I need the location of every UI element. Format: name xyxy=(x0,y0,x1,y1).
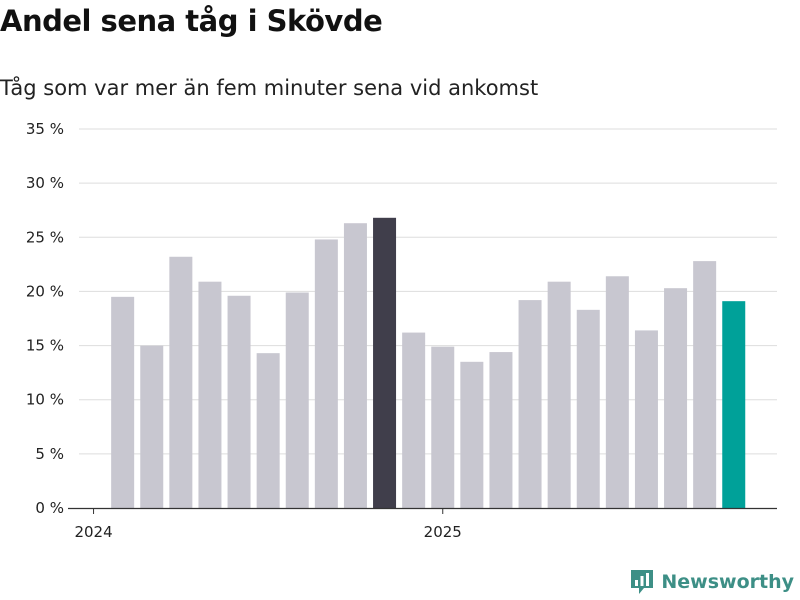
bar xyxy=(518,300,542,508)
bar xyxy=(547,281,571,508)
bar xyxy=(489,352,513,508)
x-tick-label: 2025 xyxy=(424,523,462,541)
newsworthy-logo-icon xyxy=(631,570,654,594)
brand-name: Newsworthy xyxy=(661,571,794,593)
bar xyxy=(402,332,426,508)
bar xyxy=(285,292,309,508)
bar xyxy=(693,261,717,508)
y-tick-label: 0 % xyxy=(35,499,64,517)
bar xyxy=(722,301,746,508)
y-tick-label: 15 % xyxy=(26,337,64,355)
x-tick-label: 2024 xyxy=(74,523,112,541)
y-tick-label: 5 % xyxy=(35,445,64,463)
y-tick-label: 10 % xyxy=(26,391,64,409)
bar xyxy=(111,296,135,508)
bar xyxy=(664,288,688,508)
bar xyxy=(314,239,338,509)
bar xyxy=(198,281,222,508)
bar xyxy=(140,345,164,508)
bar xyxy=(227,295,251,508)
bar xyxy=(576,309,600,508)
chart-subtitle: Tåg som var mer än fem minuter sena vid … xyxy=(0,76,539,100)
bar xyxy=(343,223,367,509)
bar xyxy=(169,256,193,508)
bar xyxy=(373,217,397,508)
y-tick-label: 25 % xyxy=(26,228,64,246)
bar xyxy=(634,330,658,508)
bar xyxy=(460,361,484,508)
bar xyxy=(605,276,629,508)
y-tick-label: 20 % xyxy=(26,282,64,300)
chart-title: Andel sena tåg i Skövde xyxy=(0,4,383,38)
bar xyxy=(256,353,280,508)
y-tick-label: 35 % xyxy=(26,120,64,138)
y-tick-label: 30 % xyxy=(26,174,64,192)
brand-logo: Newsworthy xyxy=(629,568,794,596)
bar xyxy=(431,346,455,508)
